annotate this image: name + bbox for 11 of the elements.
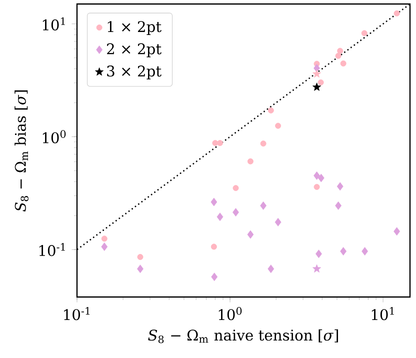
y-axis-title: S$_{8}$ − Ω$_{m}$ bias [σ]: [14, 90, 28, 212]
legend-label: 2 × 2pt: [107, 43, 162, 58]
y-tick-label: 10$^{-1}$: [39, 243, 65, 256]
x-axis-title: S$_{8}$ − Ω$_{m}$ naive tension [σ]: [148, 329, 338, 344]
y-tick-label: 10$^{0}$: [42, 130, 66, 144]
x-tick-label: 10$^{1}$: [372, 307, 394, 320]
legend-label: 3 × 2pt: [107, 66, 162, 80]
legend-label: 1 × 2pt: [108, 21, 162, 35]
y-tick-label: 10$^{1}$: [42, 17, 65, 30]
x-tick-label: 10$^{-1}$: [64, 307, 90, 320]
x-tick-label: 10$^{0}$: [218, 307, 242, 320]
